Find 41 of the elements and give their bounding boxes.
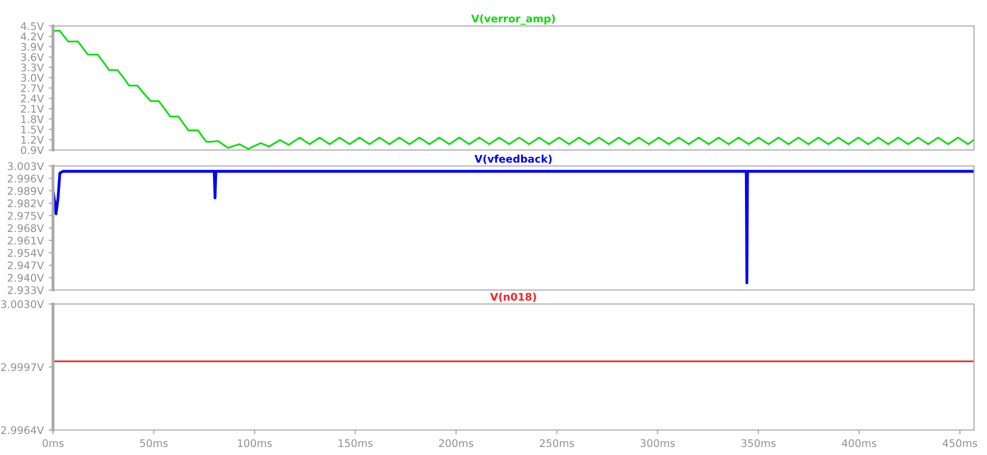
y-tick-label: 2.954V (8, 249, 44, 257)
x-tick-label: 200ms (439, 439, 474, 448)
y-tick-label: 3.6V (21, 53, 44, 62)
y-tick-label: 2.996V (8, 174, 44, 183)
y-tick-label: 0.9V (20, 146, 44, 154)
y-tick-label: 2.1V (21, 104, 44, 113)
y-tick-label: 2.975V (8, 212, 44, 220)
y-tick-label: 4.5V (20, 22, 44, 30)
y-tick-label: 2.989V (8, 187, 44, 195)
y-tick-label: 4.2V (20, 32, 44, 40)
x-tick-label: 400ms (842, 439, 876, 448)
y-tick-label: 2.961V (8, 236, 44, 245)
x-tick-label: 0ms (42, 439, 64, 448)
x-tick-label: 50ms (140, 439, 168, 448)
x-tick-label: 450ms (942, 439, 978, 448)
y-tick-label: 1.2V (21, 136, 44, 144)
text: V(verror_amp) (471, 14, 555, 25)
x-tick-label: 350ms (741, 439, 776, 448)
y-tick-label: 1.5V (21, 126, 44, 134)
x-tick-label: 150ms (338, 439, 373, 448)
series-label: V(vfeedback) (474, 154, 552, 164)
x-tick-label: 100ms (238, 439, 272, 448)
y-tick-label: 2.933V (8, 286, 44, 294)
y-tick-label: 2.947V (8, 261, 44, 270)
y-tick-label: 2.982V (8, 199, 44, 208)
y-tick-label: 3.003V (8, 162, 44, 170)
y-tick-label: 2.9997V (1, 363, 44, 372)
text: V(n018) (490, 292, 536, 302)
y-tick-label: 2.968V (8, 224, 44, 232)
y-tick-label: 3.0030V (1, 300, 44, 308)
y-tick-label: 3.3V (21, 64, 44, 72)
y-tick-label: 2.4V (21, 94, 44, 102)
y-tick-label: 2.940V (8, 274, 44, 282)
y-tick-label: 3.0V (21, 74, 44, 82)
y-tick-label: 3.9V (21, 42, 44, 51)
x-tick-label: 300ms (640, 439, 675, 448)
y-tick-label: 2.9964V (1, 426, 44, 434)
line-series (53, 170, 974, 284)
y-tick-label: 1.8V (21, 115, 44, 124)
y-tick-label: 2.7V (21, 84, 44, 92)
x-tick-label: 250ms (540, 439, 574, 448)
